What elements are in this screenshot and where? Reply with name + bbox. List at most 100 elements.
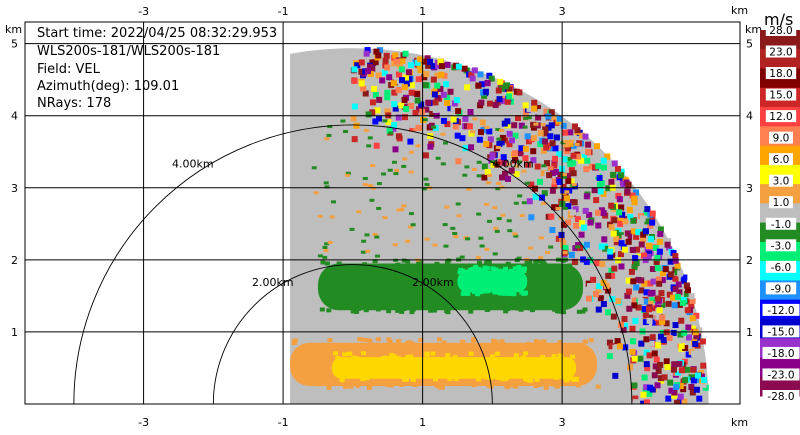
- echo-pixel: [495, 145, 501, 149]
- band-speckle: [471, 383, 477, 388]
- echo-pixel: [471, 168, 477, 172]
- band-speckle: [554, 384, 560, 389]
- noise-pixel: [620, 180, 627, 187]
- band-speckle: [486, 260, 492, 265]
- band-speckle: [543, 385, 549, 390]
- echo-pixel: [344, 173, 350, 177]
- noise-pixel: [374, 107, 381, 114]
- echo-pixel: [376, 182, 382, 186]
- band-speckle: [479, 268, 485, 273]
- noise-pixel: [609, 272, 616, 279]
- noise-pixel: [607, 253, 614, 260]
- noise-pixel: [611, 217, 618, 224]
- noise-pixel: [629, 247, 636, 254]
- band-speckle: [561, 310, 567, 315]
- noise-pixel: [486, 100, 493, 107]
- noise-pixel: [688, 384, 695, 391]
- band-speckle: [554, 309, 560, 314]
- colorbar-label: 12.0: [769, 111, 792, 123]
- noise-pixel: [654, 382, 661, 389]
- noise-pixel: [395, 114, 402, 121]
- noise-pixel: [571, 258, 578, 265]
- noise-pixel: [531, 134, 538, 141]
- echo-pixel: [484, 247, 490, 251]
- echo-pixel: [499, 128, 505, 132]
- echo-pixel: [356, 210, 362, 214]
- echo-pixel: [313, 191, 319, 195]
- band-speckle: [490, 266, 496, 271]
- band-speckle: [557, 353, 563, 358]
- noise-pixel: [676, 360, 683, 367]
- noise-pixel: [655, 276, 662, 283]
- band-speckle: [551, 354, 557, 359]
- noise-pixel: [572, 206, 579, 213]
- noise-pixel: [618, 263, 625, 270]
- noise-pixel: [539, 194, 546, 201]
- noise-pixel: [392, 52, 399, 59]
- noise-pixel: [617, 232, 624, 239]
- noise-pixel: [556, 151, 563, 158]
- noise-pixel: [547, 166, 554, 173]
- echo-pixel: [402, 157, 408, 161]
- band-speckle: [320, 260, 326, 265]
- echo-pixel: [452, 231, 458, 235]
- echo-pixel: [526, 116, 532, 120]
- echo-pixel: [369, 198, 375, 202]
- noise-pixel: [416, 124, 423, 131]
- noise-pixel: [468, 130, 475, 137]
- band-speckle: [542, 262, 548, 267]
- colorbar-label-bg: [765, 45, 797, 58]
- echo-pixel: [472, 117, 478, 121]
- band-speckle: [575, 383, 581, 388]
- noise-pixel: [579, 132, 586, 139]
- noise-pixel: [425, 62, 432, 69]
- band-speckle: [354, 309, 360, 314]
- noise-pixel: [608, 202, 615, 209]
- noise-pixel: [647, 280, 654, 287]
- noise-pixel: [551, 178, 558, 185]
- noise-pixel: [618, 168, 625, 175]
- noise-pixel: [443, 81, 450, 88]
- colorbar-label-bg: [769, 153, 793, 166]
- noise-pixel: [546, 172, 553, 179]
- noise-pixel: [688, 293, 695, 300]
- echo-pixel: [465, 237, 471, 241]
- colorbar-label: -23.0: [767, 369, 794, 381]
- noise-pixel: [663, 358, 670, 365]
- noise-pixel: [562, 129, 569, 136]
- echo-pixel: [561, 240, 567, 244]
- noise-pixel: [626, 206, 633, 213]
- noise-pixel: [364, 47, 371, 54]
- noise-pixel: [630, 278, 637, 285]
- band-speckle: [476, 270, 482, 275]
- noise-pixel: [647, 314, 654, 321]
- noise-pixel: [685, 324, 692, 331]
- noise-pixel: [585, 148, 592, 155]
- noise-pixel: [607, 248, 614, 255]
- band-speckle: [499, 376, 505, 381]
- noise-pixel: [524, 133, 531, 140]
- noise-pixel: [481, 174, 488, 181]
- echo-pixel: [405, 239, 411, 243]
- y-tick-label-right: 2: [746, 254, 753, 267]
- band-speckle: [350, 309, 356, 314]
- noise-pixel: [424, 55, 431, 62]
- noise-pixel: [518, 122, 525, 129]
- band-speckle: [465, 291, 471, 296]
- noise-pixel: [371, 85, 378, 92]
- noise-pixel: [429, 110, 436, 117]
- noise-pixel: [390, 125, 397, 132]
- band-speckle: [564, 378, 570, 383]
- noise-pixel: [617, 251, 624, 258]
- echo-pixel: [362, 176, 368, 180]
- noise-pixel: [643, 289, 650, 296]
- echo-pixel: [326, 133, 332, 137]
- noise-pixel: [468, 144, 475, 151]
- noise-pixel: [594, 170, 601, 177]
- noise-pixel: [612, 344, 619, 351]
- noise-pixel: [692, 354, 699, 361]
- noise-pixel: [577, 245, 584, 252]
- echo-pixel: [376, 207, 382, 211]
- noise-pixel: [592, 164, 599, 171]
- y-tick-label-left: 1: [11, 326, 18, 339]
